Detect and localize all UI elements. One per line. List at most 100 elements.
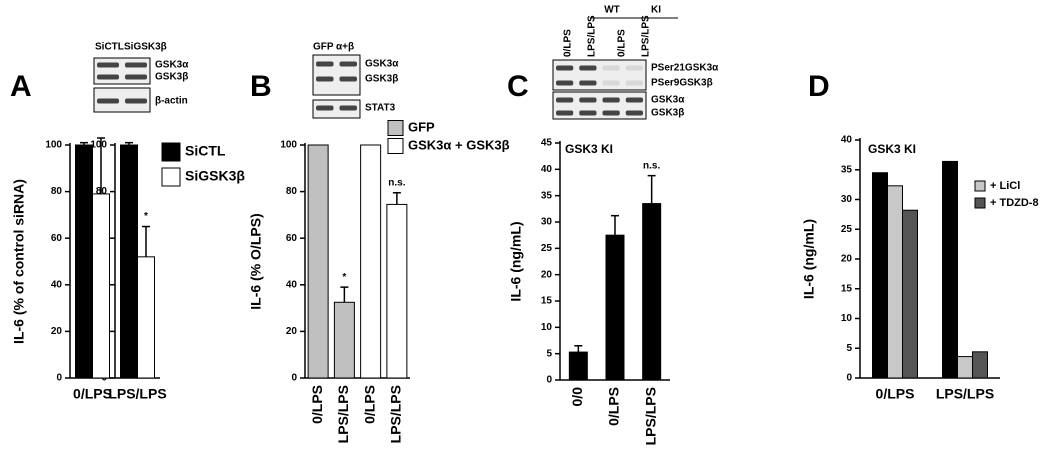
blot-band xyxy=(625,110,643,116)
error-bar xyxy=(125,141,133,145)
x-tick-label: 0/LPS xyxy=(73,386,112,402)
blot-row-label: PSer9GSK3β xyxy=(651,78,713,89)
y-tick-label: 30 xyxy=(541,217,553,228)
y-tick-label: 40 xyxy=(841,135,853,146)
y-tick-label: 80 xyxy=(51,186,63,197)
blot-lane-label: GFP xyxy=(313,42,334,53)
legend-label: + TDZD-8 xyxy=(990,197,1039,209)
error-bar xyxy=(142,225,150,257)
blot-group-label: KI xyxy=(651,5,661,16)
bar xyxy=(568,351,588,381)
x-tick-label: LPS/LPS xyxy=(388,385,404,443)
blot-row-label: GSK3β xyxy=(365,74,398,85)
legend-label: + LiCl xyxy=(990,180,1020,192)
bar xyxy=(872,172,888,379)
blot-row-label: GSK3β xyxy=(155,72,188,83)
y-tick-label: 60 xyxy=(51,233,63,244)
error-bar xyxy=(611,214,619,236)
blot-row-label: GSK3α xyxy=(365,59,399,70)
blot-band xyxy=(579,80,597,86)
legend-swatch xyxy=(161,167,181,187)
blot: GSK3α GSK3β STAT3 GFP α+β xyxy=(312,42,399,119)
blot-band xyxy=(97,74,119,80)
bar xyxy=(75,144,93,379)
blot-row-label: PSer21GSK3α xyxy=(651,63,719,74)
blot-lane-label: LPS/LPS xyxy=(641,15,652,57)
legend-label: GFP xyxy=(408,119,435,134)
blot-row-label: STAT3 xyxy=(365,103,396,114)
y-axis-label: IL-6 (% of control siRNA) xyxy=(11,179,27,344)
blot-band xyxy=(625,97,643,103)
y-tick-label: 30 xyxy=(841,194,853,205)
y-tick-label: 0 xyxy=(846,373,852,384)
bar xyxy=(120,144,138,379)
annotation: n.s. xyxy=(643,160,660,171)
bar xyxy=(386,203,408,379)
panel: B IL-6 (% O/LPS) 0 20 40 60 80 100 0/LPS LPS/LPS *… xyxy=(248,42,510,444)
annotation: * xyxy=(342,272,346,283)
blot-band xyxy=(602,80,620,86)
y-tick-label: 35 xyxy=(541,190,553,201)
blot-band xyxy=(602,110,620,116)
y-tick-label: 100 xyxy=(45,140,62,151)
bar xyxy=(137,256,155,379)
y-tick-label: 20 xyxy=(286,326,298,337)
y-tick-label: 60 xyxy=(286,233,298,244)
blot-band xyxy=(602,65,620,71)
blot-band xyxy=(625,80,643,86)
legend-swatch xyxy=(387,120,404,136)
y-tick-label: 5 xyxy=(546,348,552,359)
y-axis-label: IL-6 (ng/mL) xyxy=(508,221,524,301)
error-bar xyxy=(80,141,88,145)
blot-box xyxy=(93,57,151,85)
bar xyxy=(642,203,662,381)
chart-title: GSK3 KI xyxy=(868,142,916,156)
panel-letter: C xyxy=(507,70,529,103)
blot-band xyxy=(97,98,119,104)
blot-lane-label: SiGSK3β xyxy=(124,42,167,53)
blot-band xyxy=(125,74,147,80)
x-tick-label: 0/LPS xyxy=(309,385,325,424)
blot-row-label: GSK3β xyxy=(651,108,684,119)
blot-band xyxy=(125,98,147,104)
panel: D IL-6 (ng/mL) GSK3 KI 0 5 10 15 20 25 30 35 40 0/LP… xyxy=(801,70,1039,402)
blot-box xyxy=(312,99,361,119)
y-tick-label: 25 xyxy=(541,243,553,254)
chart-title: GSK3 KI xyxy=(565,142,613,156)
bar xyxy=(887,185,903,379)
legend-swatch xyxy=(974,197,986,209)
bar xyxy=(972,351,988,379)
y-tick-label: 40 xyxy=(286,279,298,290)
y-tick-label: 10 xyxy=(541,322,553,333)
panel: AIL-6 (% of control siRNA)02040608010002… xyxy=(10,42,245,402)
blot-band xyxy=(339,61,357,67)
blot-band xyxy=(97,62,119,68)
bar xyxy=(333,301,355,379)
annotation: n.s. xyxy=(388,177,405,188)
y-tick-label: 20 xyxy=(51,326,63,337)
legend-label: SiGSK3β xyxy=(185,168,245,184)
x-tick-label: LPS/LPS xyxy=(335,385,351,443)
blot-row-label: GSK3α xyxy=(651,95,685,106)
blot-row-label: β-actin xyxy=(155,96,188,107)
x-tick-label: 0/LPS xyxy=(876,386,915,402)
y-tick-label: 20 xyxy=(841,254,853,265)
legend-label: GSK3α + GSK3β xyxy=(408,137,510,152)
y-tick-label: 40 xyxy=(51,279,63,290)
blot-band xyxy=(339,76,357,82)
error-bar xyxy=(392,192,401,205)
error-bar xyxy=(97,137,105,194)
y-tick-label: 0 xyxy=(546,375,552,386)
legend-swatch xyxy=(161,142,181,162)
panel-letter: D xyxy=(808,70,830,103)
y-tick-label: 100 xyxy=(280,140,297,151)
panel: C IL-6 (ng/mL) GSK3 KI 0 5 10 15 20 25 30 35 40 45 0/… xyxy=(507,5,719,446)
blot-band xyxy=(556,110,574,116)
blot-band xyxy=(316,105,334,111)
y-tick-label: 80 xyxy=(286,186,298,197)
x-tick-label: LPS/LPS xyxy=(108,386,166,402)
y-axis-label: IL-6 (ng/mL) xyxy=(801,219,817,299)
legend-swatch xyxy=(387,138,404,154)
